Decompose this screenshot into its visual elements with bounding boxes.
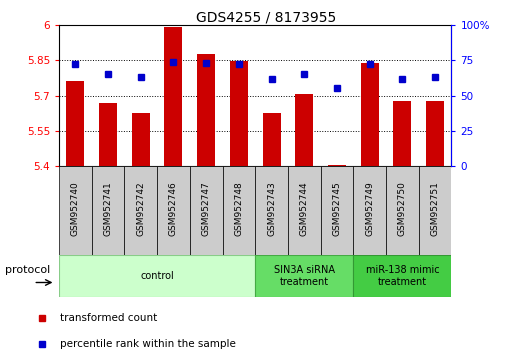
Bar — [255, 255, 353, 297]
Bar — [165, 27, 183, 166]
Bar — [99, 103, 117, 166]
Text: GSM952746: GSM952746 — [169, 182, 178, 236]
Bar — [132, 113, 150, 166]
Bar — [393, 102, 411, 166]
Text: SIN3A siRNA
treatment: SIN3A siRNA treatment — [274, 265, 335, 287]
Text: GSM952749: GSM952749 — [365, 182, 374, 236]
Text: GSM952742: GSM952742 — [136, 182, 145, 236]
Bar — [255, 166, 288, 255]
Bar — [353, 166, 386, 255]
Bar — [419, 166, 451, 255]
Text: percentile rank within the sample: percentile rank within the sample — [60, 339, 236, 349]
Text: GSM952751: GSM952751 — [430, 181, 440, 236]
Bar — [190, 166, 223, 255]
Text: miR-138 mimic
treatment: miR-138 mimic treatment — [366, 265, 439, 287]
Bar — [328, 165, 346, 166]
Text: GSM952740: GSM952740 — [71, 182, 80, 236]
Text: GSM952750: GSM952750 — [398, 181, 407, 236]
Bar — [353, 255, 451, 297]
Bar — [157, 166, 190, 255]
Text: protocol: protocol — [5, 265, 50, 275]
Bar — [295, 95, 313, 166]
Bar — [288, 166, 321, 255]
Bar — [230, 61, 248, 166]
Bar — [321, 166, 353, 255]
Text: GSM952748: GSM952748 — [234, 182, 243, 236]
Text: transformed count: transformed count — [60, 313, 157, 323]
Bar — [66, 81, 84, 166]
Bar — [426, 102, 444, 166]
Bar — [386, 166, 419, 255]
Text: GSM952741: GSM952741 — [104, 182, 112, 236]
Text: GSM952747: GSM952747 — [202, 182, 211, 236]
Text: GDS4255 / 8173955: GDS4255 / 8173955 — [196, 11, 337, 25]
Text: control: control — [140, 271, 174, 281]
Text: GSM952744: GSM952744 — [300, 182, 309, 236]
Text: GSM952743: GSM952743 — [267, 182, 276, 236]
Bar — [124, 166, 157, 255]
Bar — [59, 166, 92, 255]
Bar — [59, 255, 255, 297]
Bar — [92, 166, 125, 255]
Text: GSM952745: GSM952745 — [332, 182, 342, 236]
Bar — [197, 54, 215, 166]
Bar — [263, 113, 281, 166]
Bar — [361, 63, 379, 166]
Bar — [223, 166, 255, 255]
